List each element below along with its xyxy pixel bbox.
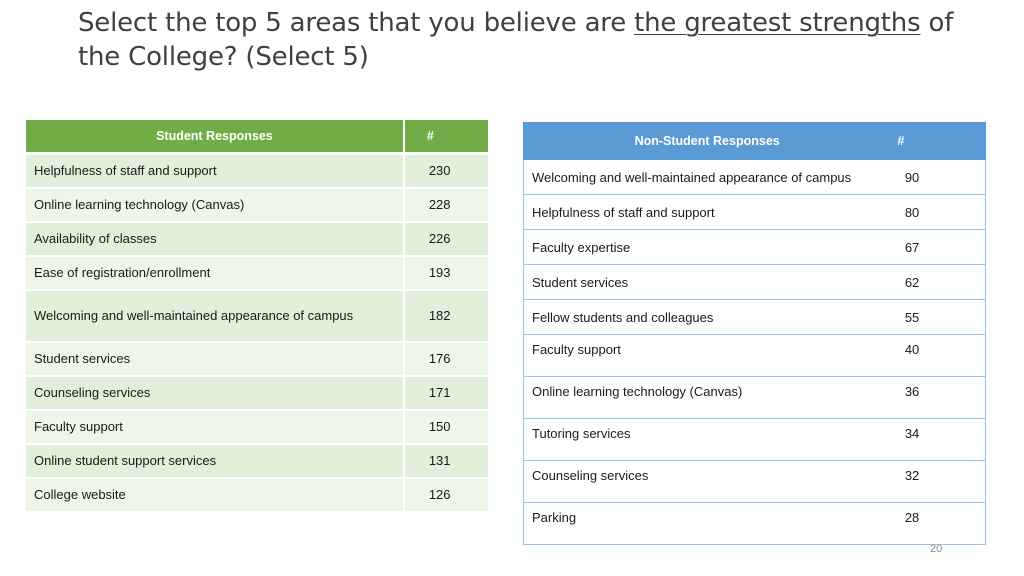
row-count: 193	[403, 256, 488, 291]
row-label: Student services	[522, 264, 891, 300]
non-student-responses-table: Non-Student Responses # Welcoming and we…	[522, 122, 986, 545]
table-row: Ease of registration/enrollment 193	[26, 256, 488, 291]
table-row: Tutoring services 34	[522, 418, 986, 461]
column-header-count: #	[890, 122, 986, 160]
student-responses-table: Student Responses # Helpfulness of staff…	[26, 120, 488, 513]
row-label: Ease of registration/enrollment	[26, 256, 405, 291]
row-label: Online learning technology (Canvas)	[522, 376, 891, 419]
title-part-2: of the College? (Select 5)	[78, 8, 954, 72]
row-count: 171	[403, 376, 488, 411]
table-row: Student services 62	[522, 264, 986, 300]
row-label: Counseling services	[522, 460, 891, 503]
row-count: 80	[890, 194, 986, 230]
row-label: Helpfulness of staff and support	[522, 194, 891, 230]
row-count: 67	[890, 229, 986, 265]
row-count: 34	[890, 418, 986, 461]
table-row: College website 126	[26, 478, 488, 513]
row-count: 176	[403, 342, 488, 377]
table-row: Fellow students and colleagues 55	[522, 299, 986, 335]
row-count: 55	[890, 299, 986, 335]
row-label: Online student support services	[26, 444, 405, 479]
row-count: 40	[890, 334, 986, 377]
title-part-1: Select the top 5 areas that you believe …	[78, 8, 635, 38]
title-underlined: the greatest strengths	[634, 8, 921, 38]
row-label: Welcoming and well-maintained appearance…	[522, 159, 891, 195]
row-label: Student services	[26, 342, 405, 377]
row-count: 150	[403, 410, 488, 445]
row-label: Faculty expertise	[522, 229, 891, 265]
table-row: Helpfulness of staff and support 230	[26, 153, 488, 189]
row-label: Helpfulness of staff and support	[26, 153, 405, 189]
row-count: 90	[890, 159, 986, 195]
column-header-count: #	[403, 120, 488, 155]
row-count: 62	[890, 264, 986, 300]
row-label: Fellow students and colleagues	[522, 299, 891, 335]
column-header-responses: Non-Student Responses	[522, 122, 892, 160]
table-row: Online learning technology (Canvas) 36	[522, 376, 986, 419]
row-count: 182	[403, 290, 488, 343]
row-label: Availability of classes	[26, 222, 405, 257]
row-count: 36	[890, 376, 986, 419]
row-label: College website	[26, 478, 405, 513]
row-label: Counseling services	[26, 376, 405, 411]
table-row: Availability of classes 226	[26, 222, 488, 257]
table-row: Welcoming and well-maintained appearance…	[522, 159, 986, 195]
row-count: 230	[403, 153, 488, 189]
row-label: Welcoming and well-maintained appearance…	[26, 290, 405, 343]
row-label: Parking	[522, 502, 891, 545]
table-row: Faculty support 40	[522, 334, 986, 377]
row-count: 126	[403, 478, 488, 513]
row-label: Online learning technology (Canvas)	[26, 188, 405, 223]
row-label: Faculty support	[522, 334, 891, 377]
table-row: Faculty expertise 67	[522, 229, 986, 265]
table-header-row: Non-Student Responses #	[522, 122, 986, 160]
page-number: 20	[930, 543, 943, 555]
table-row: Online student support services 131	[26, 444, 488, 479]
table-row: Helpfulness of staff and support 80	[522, 194, 986, 230]
table-row: Student services 176	[26, 342, 488, 377]
table-row: Welcoming and well-maintained appearance…	[26, 290, 488, 343]
row-count: 228	[403, 188, 488, 223]
table-row: Counseling services 171	[26, 376, 488, 411]
row-count: 131	[403, 444, 488, 479]
table-row: Faculty support 150	[26, 410, 488, 445]
row-count: 226	[403, 222, 488, 257]
row-count: 28	[890, 502, 986, 545]
row-label: Tutoring services	[522, 418, 891, 461]
slide-title: Select the top 5 areas that you believe …	[78, 6, 958, 74]
table-row: Parking 28	[522, 502, 986, 545]
table-row: Online learning technology (Canvas) 228	[26, 188, 488, 223]
column-header-responses: Student Responses	[26, 120, 405, 155]
row-label: Faculty support	[26, 410, 405, 445]
row-count: 32	[890, 460, 986, 503]
table-header-row: Student Responses #	[26, 120, 488, 155]
table-row: Counseling services 32	[522, 460, 986, 503]
